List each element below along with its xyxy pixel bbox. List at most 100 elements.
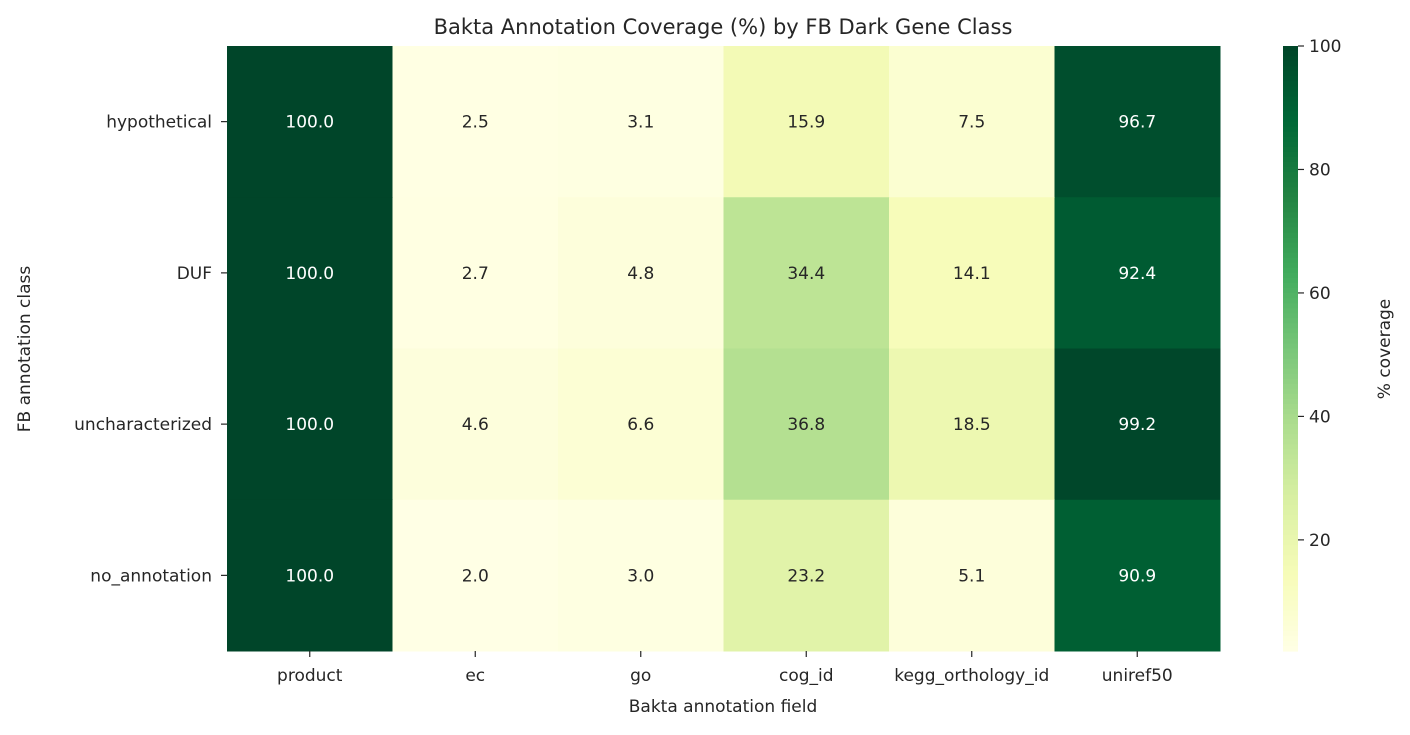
colorbar-segment <box>1283 444 1298 450</box>
colorbar-segment <box>1283 146 1298 153</box>
heatmap-cell <box>227 197 393 349</box>
x-tick-label: ec <box>465 666 485 686</box>
cell-value-label: 2.5 <box>462 113 489 133</box>
heatmap-cell <box>1054 348 1221 501</box>
colorbar-segment <box>1283 373 1298 380</box>
colorbar-segment <box>1283 414 1298 420</box>
colorbar-segment <box>1283 439 1298 445</box>
cell-value-label: 15.9 <box>787 113 825 133</box>
heatmap-cell <box>558 197 724 349</box>
cell-value-label: 6.6 <box>627 415 654 435</box>
colorbar-segment <box>1283 479 1298 486</box>
colorbar-segment <box>1283 560 1298 566</box>
colorbar-segment <box>1283 207 1298 213</box>
colorbar-segment <box>1283 530 1298 536</box>
colorbar-segment <box>1283 610 1298 617</box>
colorbar-segment <box>1283 76 1298 82</box>
colorbar-segment <box>1283 343 1298 350</box>
colorbar-segment <box>1283 429 1298 435</box>
cell-value-label: 100.0 <box>285 415 334 435</box>
colorbar-segment <box>1283 182 1298 188</box>
colorbar-segment <box>1283 590 1298 597</box>
colorbar-segment <box>1283 398 1298 405</box>
colorbar-segment <box>1283 434 1298 440</box>
colorbar-segment <box>1283 106 1298 113</box>
colorbar-segment <box>1283 277 1298 284</box>
colorbar-segment <box>1283 303 1298 309</box>
x-tick-label: product <box>277 666 343 686</box>
colorbar-segment <box>1283 353 1298 360</box>
colorbar-tick-label: 40 <box>1309 407 1331 427</box>
colorbar-segment <box>1283 121 1298 128</box>
x-tick-label: kegg_orthology_id <box>894 666 1049 686</box>
colorbar-segment <box>1283 242 1298 249</box>
heatmap-cell <box>227 46 393 198</box>
colorbar-label: % coverage <box>1375 299 1395 399</box>
colorbar-segment <box>1283 167 1298 173</box>
colorbar-segment <box>1283 197 1298 203</box>
colorbar-segment <box>1283 630 1298 637</box>
x-tick-label: cog_id <box>779 666 834 686</box>
colorbar-segment <box>1283 393 1298 400</box>
cell-value-label: 14.1 <box>953 264 991 284</box>
y-axis-label: FB annotation class <box>15 266 35 433</box>
heatmap-cell <box>558 499 724 652</box>
colorbar-segment <box>1283 217 1298 224</box>
colorbar-segment <box>1283 202 1298 208</box>
heatmap-cell <box>723 348 890 501</box>
colorbar-segment <box>1283 419 1298 425</box>
colorbar-segment <box>1283 358 1298 365</box>
colorbar-segment <box>1283 177 1298 183</box>
colorbar-segment <box>1283 187 1298 193</box>
colorbar-segment <box>1283 81 1298 87</box>
colorbar-segment <box>1283 333 1298 340</box>
colorbar-segment <box>1283 484 1298 491</box>
colorbar-segment <box>1283 580 1298 587</box>
colorbar-segment <box>1283 323 1298 329</box>
cell-value-label: 4.8 <box>627 264 654 284</box>
heatmap-cell <box>392 46 559 198</box>
colorbar-segment <box>1283 615 1298 622</box>
y-tick-label: hypothetical <box>106 113 212 133</box>
colorbar-segment <box>1283 585 1298 592</box>
colorbar-segment <box>1283 262 1298 269</box>
colorbar-segment <box>1283 540 1298 546</box>
colorbar-segment <box>1283 328 1298 334</box>
colorbar-segment <box>1283 409 1298 415</box>
heatmap-cell <box>558 348 724 501</box>
colorbar-segment <box>1283 509 1298 516</box>
heatmap-cell <box>889 499 1055 652</box>
colorbar-segment <box>1283 151 1298 158</box>
y-tick-label: no_annotation <box>90 566 212 586</box>
colorbar-segment <box>1283 368 1298 375</box>
colorbar-segment <box>1283 141 1298 148</box>
colorbar-segment <box>1283 131 1298 138</box>
colorbar-segment <box>1283 620 1298 627</box>
colorbar-segment <box>1283 66 1298 72</box>
colorbar-segment <box>1283 227 1298 234</box>
x-axis-label: Bakta annotation field <box>629 697 818 717</box>
heatmap-cell <box>1054 197 1221 349</box>
x-tick-label: go <box>630 666 651 686</box>
cell-value-label: 3.0 <box>627 566 654 586</box>
colorbar-segment <box>1283 489 1298 496</box>
colorbar-tick-label: 60 <box>1309 284 1331 304</box>
chart-title: Bakta Annotation Coverage (%) by FB Dark… <box>434 15 1013 39</box>
colorbar-segment <box>1283 313 1298 319</box>
heatmap-cell <box>1054 46 1221 198</box>
colorbar-segment <box>1283 116 1298 123</box>
colorbar-segment <box>1283 56 1298 62</box>
colorbar-segment <box>1283 136 1298 143</box>
cell-value-label: 2.7 <box>462 264 489 284</box>
colorbar-segment <box>1283 71 1298 77</box>
colorbar-segment <box>1283 172 1298 178</box>
colorbar-segment <box>1283 570 1298 576</box>
colorbar-segment <box>1283 519 1298 526</box>
heatmap-cell <box>227 348 393 501</box>
colorbar-segment <box>1283 595 1298 602</box>
colorbar-tick-label: 100 <box>1309 37 1341 57</box>
colorbar-segment <box>1283 237 1298 244</box>
colorbar-segment <box>1283 156 1298 163</box>
colorbar-segment <box>1283 46 1298 52</box>
